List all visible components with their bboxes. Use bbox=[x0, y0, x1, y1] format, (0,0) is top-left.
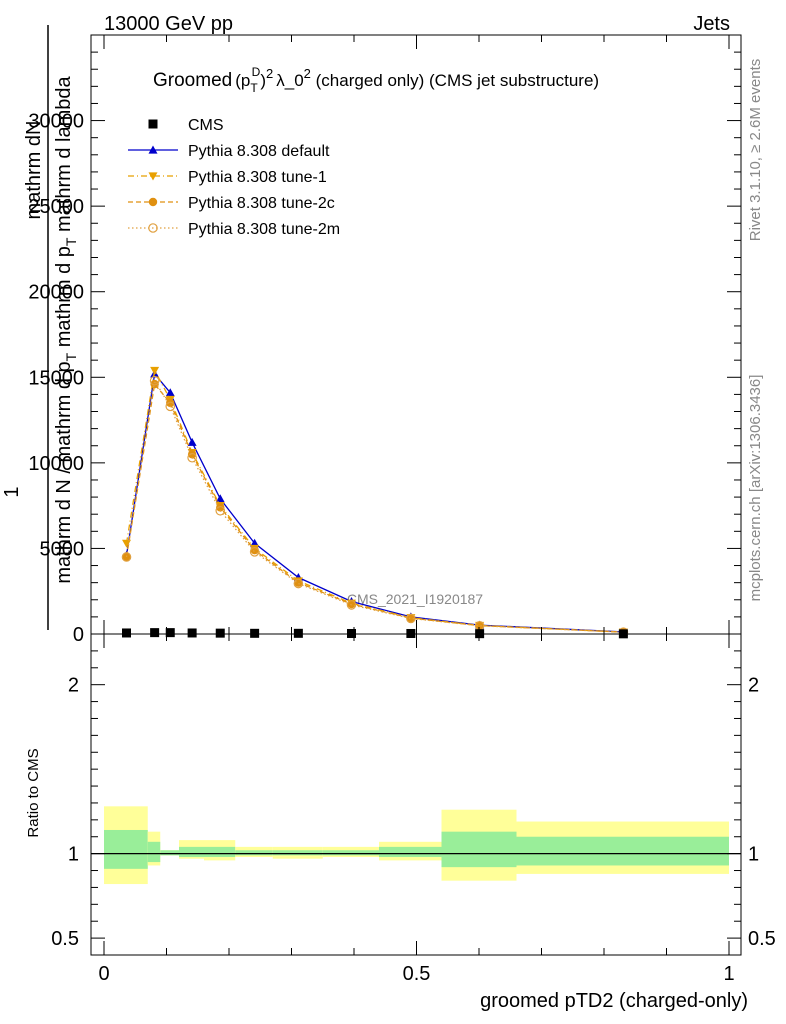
series-point-3 bbox=[346, 600, 357, 610]
cms-point bbox=[122, 628, 131, 638]
y-tick-label: 0 bbox=[73, 624, 84, 646]
ratio-band-green bbox=[160, 850, 179, 856]
cms-point bbox=[215, 628, 225, 638]
ratio-tick-label: 0.5 bbox=[51, 928, 79, 950]
cms-point bbox=[347, 628, 356, 638]
x-tick-label: 0.5 bbox=[403, 963, 431, 985]
legend-marker bbox=[148, 223, 158, 233]
watermark: CMS_2021_I1920187 bbox=[347, 591, 483, 607]
ratio-bands bbox=[104, 806, 729, 885]
ratio-tick-label: 1 bbox=[68, 844, 79, 866]
ylabel-bottom: mathrm d N / mathrm d p bbox=[53, 361, 75, 583]
ratio-tick-label-right: 1 bbox=[748, 844, 759, 866]
ylabel-bottom3: mathrm d lambda bbox=[53, 75, 75, 237]
series-point-0 bbox=[187, 437, 197, 446]
mcplots-label: mcplots.cern.ch [arXiv:1306.3436] bbox=[747, 375, 764, 602]
legend-label: Pythia 8.308 tune-2c bbox=[188, 195, 335, 212]
series-point-2 bbox=[475, 621, 484, 630]
cms-point bbox=[475, 629, 485, 639]
series-point-2 bbox=[216, 503, 225, 512]
y-axis-label: mathrm dN mathrm d N / mathrm d pT mathr… bbox=[23, 25, 79, 630]
legend-marker bbox=[148, 119, 158, 129]
ratio-band-green bbox=[379, 846, 442, 858]
series-point-1 bbox=[122, 539, 131, 548]
x-tick-label: 0 bbox=[98, 963, 109, 985]
y-tick-label: 25000 bbox=[28, 196, 84, 218]
ratio-band-green bbox=[272, 850, 323, 856]
legend-label: Pythia 8.308 default bbox=[188, 143, 330, 160]
series-point-2 bbox=[406, 613, 416, 623]
ylabel-top2: N bbox=[23, 121, 45, 135]
svg-text:mathrm dN: mathrm dN bbox=[23, 121, 45, 220]
svg-text:mathrm d N / mathrm d pT mathr: mathrm d N / mathrm d pT mathrm d pT mat… bbox=[53, 75, 79, 583]
legend-marker bbox=[148, 145, 158, 154]
series-point-3 bbox=[121, 552, 132, 562]
series-point-0 bbox=[165, 388, 175, 397]
ratio-band-green bbox=[441, 831, 517, 868]
series-point-3 bbox=[406, 613, 416, 624]
ratio-band-green bbox=[322, 850, 379, 856]
series-point-2 bbox=[150, 379, 159, 389]
ratio-plot-frame bbox=[90, 633, 742, 956]
ratio-band-green bbox=[104, 829, 148, 869]
ratio-band-green bbox=[235, 850, 273, 856]
x-tick-label: 1 bbox=[723, 963, 734, 985]
ylabel-bottom-sub: T bbox=[63, 352, 79, 361]
ratio-y-axis-label: Ratio to CMS bbox=[25, 748, 42, 837]
ratio-tick-label: 2 bbox=[68, 675, 79, 697]
legend-label: Pythia 8.308 tune-1 bbox=[188, 169, 327, 186]
y-tick-label: 30000 bbox=[28, 111, 84, 133]
series-point-3 bbox=[149, 375, 160, 386]
cms-point bbox=[618, 629, 628, 639]
ratio-tick-label-right: 0.5 bbox=[748, 928, 776, 950]
header-left: 13000 GeV pp bbox=[104, 13, 233, 35]
series-point-0 bbox=[215, 494, 225, 503]
ylabel-one: 1 bbox=[1, 486, 23, 497]
ratio-band-green bbox=[516, 836, 729, 866]
cms-point bbox=[187, 628, 197, 638]
header-right: Jets bbox=[693, 13, 730, 35]
ratio-tick-label-right: 2 bbox=[748, 675, 759, 697]
series-point-2 bbox=[347, 599, 356, 609]
series-point-3 bbox=[293, 578, 304, 589]
series-line-3 bbox=[125, 378, 624, 633]
main-series bbox=[121, 366, 629, 639]
legend: CMS Pythia 8.308 default Pythia 8.308 tune… bbox=[128, 117, 340, 238]
cms-point bbox=[406, 628, 416, 638]
y-tick-label: 5000 bbox=[40, 538, 85, 560]
ylabel-bottom2: mathrm d p bbox=[53, 246, 75, 353]
x-axis-label: groomed pTD2 (charged-only) bbox=[480, 990, 748, 1012]
ylabel-top: mathrm d bbox=[23, 135, 45, 219]
cms-point bbox=[150, 628, 160, 638]
plot-title: Groomed (pTD)2 λ_02 (charged only) (CMS je… bbox=[153, 65, 599, 95]
series-point-2 bbox=[166, 398, 175, 408]
series-point-1 bbox=[150, 366, 160, 375]
rivet-label: Rivet 3.1.10, ≥ 2.6M events bbox=[747, 59, 764, 242]
y-tick-label: 20000 bbox=[28, 282, 84, 304]
series-point-2 bbox=[294, 578, 303, 587]
ratio-band-green bbox=[179, 846, 204, 858]
legend-marker bbox=[148, 197, 158, 207]
y-tick-label: 15000 bbox=[28, 367, 84, 389]
legend-marker bbox=[148, 172, 158, 181]
axis-ticks: 0 0.5 1 0 5000 10000 15000 20000 25000 30000 0.5 0.… bbox=[28, 34, 776, 985]
cms-point bbox=[250, 628, 260, 638]
y-tick-label: 10000 bbox=[28, 453, 84, 475]
cms-point bbox=[293, 628, 303, 638]
legend-label: CMS bbox=[188, 117, 224, 134]
ratio-band-green bbox=[204, 846, 236, 858]
ratio-band-green bbox=[147, 841, 161, 863]
series-point-3 bbox=[249, 547, 260, 557]
series-point-3 bbox=[215, 505, 226, 516]
series-point-2 bbox=[187, 450, 197, 459]
ylabel-bottom2-sub: T bbox=[63, 237, 79, 246]
series-point-3 bbox=[165, 401, 176, 412]
cms-point bbox=[165, 628, 175, 638]
legend-label: Pythia 8.308 tune-2m bbox=[188, 221, 340, 238]
series-point-3 bbox=[187, 452, 197, 463]
